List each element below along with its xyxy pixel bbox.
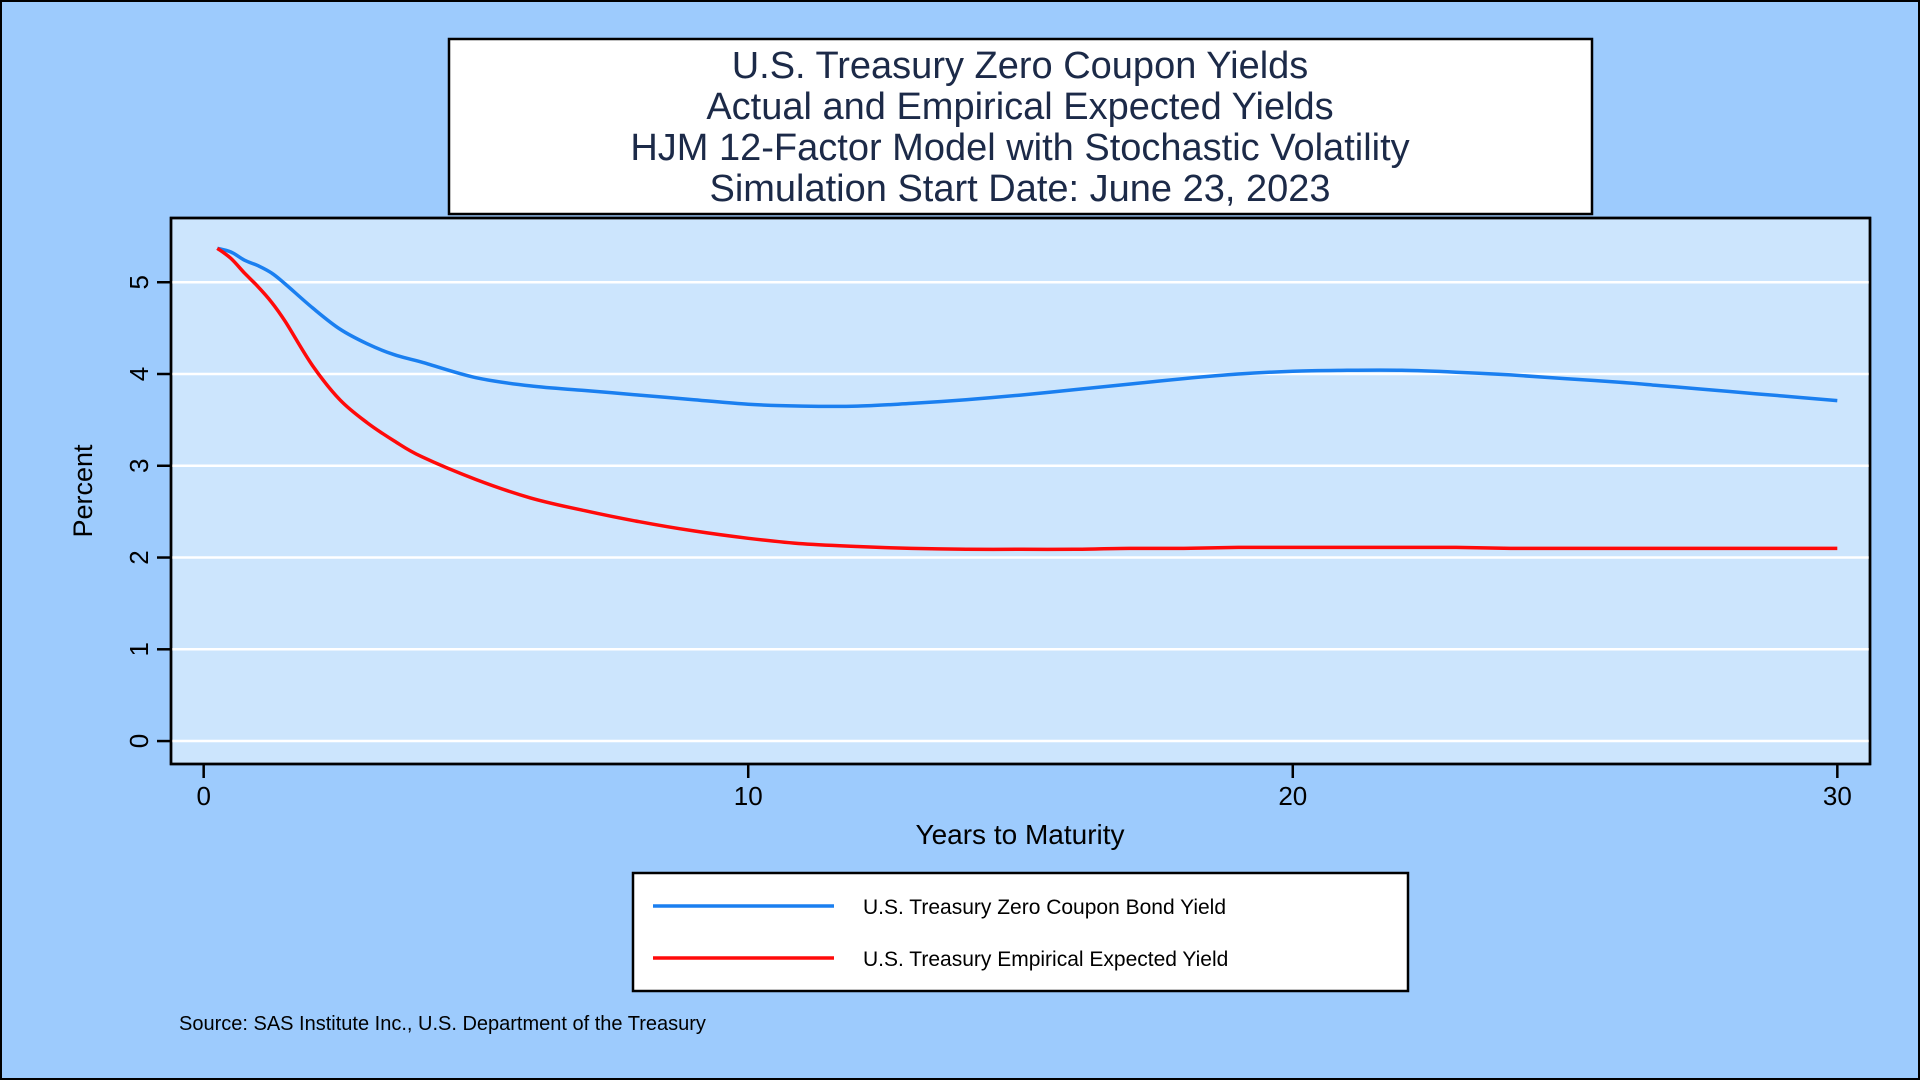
chart-title-line-3: HJM 12-Factor Model with Stochastic Vola…	[630, 127, 1409, 169]
plot-area	[169, 216, 1872, 766]
x-axis: 0 10 20 30	[196, 764, 1852, 811]
y-tick-label-0: 0	[124, 734, 154, 748]
y-axis: 0 1 2 3 4 5	[124, 275, 171, 748]
x-axis-label: Years to Maturity	[915, 819, 1124, 850]
x-tick-label-0: 0	[196, 781, 210, 811]
source-note: Source: SAS Institute Inc., U.S. Departm…	[179, 1013, 706, 1035]
title-box	[447, 37, 1594, 216]
x-tick-label-30: 30	[1823, 781, 1852, 811]
y-tick-label-1: 1	[124, 642, 154, 656]
legend-label-zero-coupon: U.S. Treasury Zero Coupon Bond Yield	[863, 896, 1226, 919]
series-line-expected-yield	[216, 246, 1838, 552]
y-axis-label: Percent	[68, 444, 98, 538]
legend-box	[631, 871, 1410, 993]
chart-title-line-1: U.S. Treasury Zero Coupon Yields	[732, 45, 1309, 87]
legend-label-expected-yield: U.S. Treasury Empirical Expected Yield	[863, 948, 1228, 971]
x-tick-label-10: 10	[734, 781, 763, 811]
y-tick-label-4: 4	[124, 367, 154, 381]
chart-title-line-2: Actual and Empirical Expected Yields	[706, 86, 1333, 128]
series-line-zero-coupon-yield	[216, 246, 1838, 409]
x-tick-label-20: 20	[1278, 781, 1307, 811]
plot-frame	[169, 216, 1872, 766]
gridlines	[172, 280, 1869, 743]
y-tick-label-5: 5	[124, 275, 154, 289]
series-layer	[216, 246, 1838, 552]
y-tick-label-3: 3	[124, 459, 154, 473]
chart-title-line-4: Simulation Start Date: June 23, 2023	[709, 168, 1330, 210]
y-tick-label-2: 2	[124, 550, 154, 564]
